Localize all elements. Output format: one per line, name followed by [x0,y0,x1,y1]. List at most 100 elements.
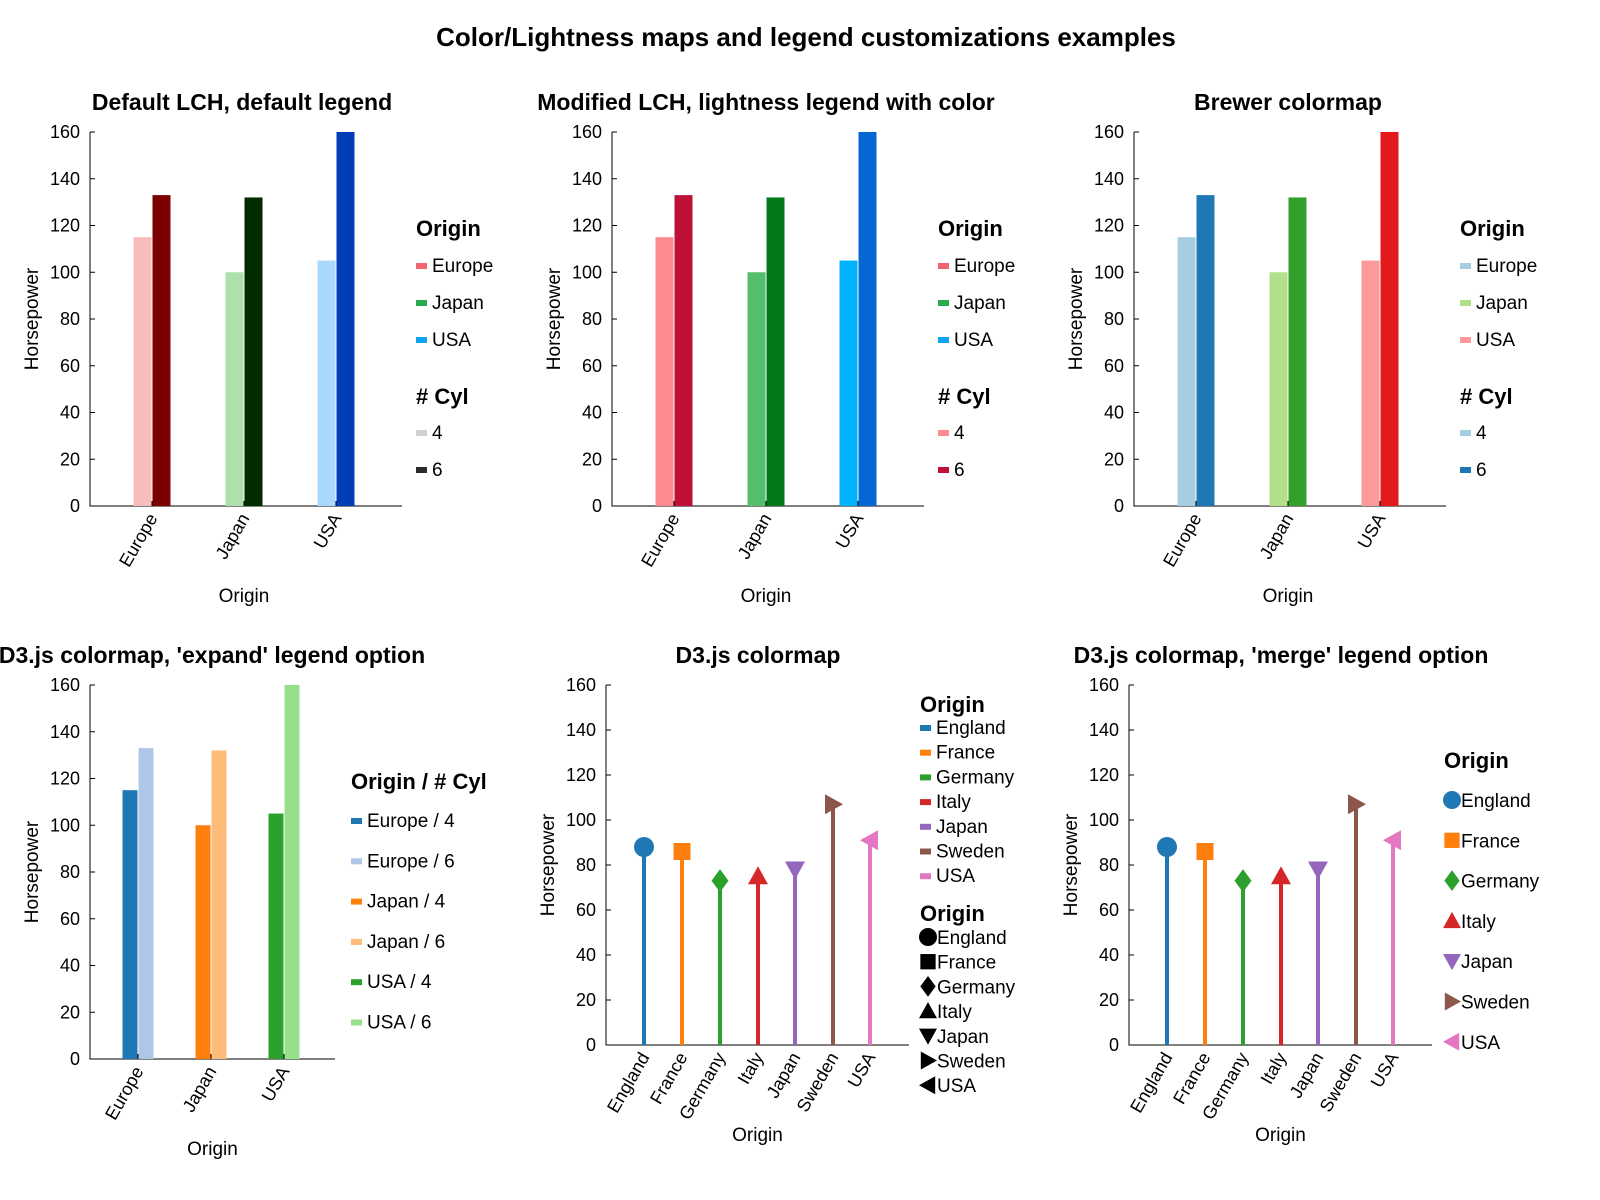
legend-swatch [416,467,427,473]
legend-label: USA / 4 [367,972,432,993]
legend-marker [920,976,936,997]
legend-label: USA / 6 [367,1013,431,1034]
y-axis-label: Horsepower [1061,813,1082,916]
bar-Europe-6 [138,748,154,1059]
legend-label: Japan / 4 [367,892,446,913]
y-tick-label: 120 [1094,216,1124,236]
legend-swatch [920,799,931,806]
legend-swatch [920,823,931,830]
legend-marker [920,1051,937,1070]
legend-swatch [1460,337,1471,343]
legend-label: Japan / 6 [367,932,445,953]
point-Germany [711,869,729,893]
legend-swatch [938,467,949,473]
x-axis-label: Origin [732,1125,783,1146]
legend-marker [1444,992,1461,1011]
point-Japan [1308,861,1328,880]
y-tick-label: 0 [70,496,80,516]
x-tick-label: Japan [212,510,254,562]
bar-USA-4 [268,813,284,1059]
legend-swatch [920,749,931,756]
x-tick-label: England [1126,1049,1176,1116]
y-axis-label: Horsepower [22,267,43,370]
y-tick-label: 120 [566,765,596,785]
legend-label: Sweden [936,842,1005,863]
x-tick-label: Europe [1159,510,1205,570]
legend-swatch [351,938,362,945]
legend-heading: # Cyl [938,384,991,409]
point-England [1157,837,1177,857]
legend-swatch [920,873,931,880]
legend-swatch [351,979,362,986]
y-tick-label: 140 [572,169,602,189]
legend-label: USA [1461,1033,1500,1054]
point-USA [860,830,878,851]
chart-panel-p3: Brewer colormap 0 20 40 60 80 100 120 140 160 Hors… [1066,89,1537,607]
legend-marker [920,954,936,970]
y-tick-label: 60 [1104,356,1124,376]
legend-label: England [937,928,1007,949]
chart-title: D3.js colormap, 'expand' legend option [0,642,425,668]
x-tick-label: Europe [637,510,683,570]
bar-Europe-4 [655,237,674,506]
bar-Japan-4 [195,825,211,1059]
legend-heading: Origin [938,216,1003,241]
y-tick-label: 80 [60,862,80,882]
y-tick-label: 60 [1099,900,1119,920]
legend-label: Japan [954,293,1006,314]
y-tick-label: 40 [60,956,80,976]
legend-label: France [1461,831,1520,852]
x-tick-label: USA [258,1063,294,1105]
y-tick-label: 0 [70,1049,80,1069]
y-tick-label: 140 [566,720,596,740]
x-tick-label: Europe [101,1063,147,1123]
legend-label: Germany [937,977,1016,998]
legend-label: 4 [432,423,443,444]
legend-label: Europe [954,256,1015,277]
y-axis-label: Horsepower [544,267,565,370]
legend-label: Japan [1476,293,1528,314]
y-tick-label: 20 [576,990,596,1010]
legend-heading: # Cyl [1460,384,1513,409]
y-tick-label: 20 [1104,449,1124,469]
x-tick-label: Japan [763,1049,805,1101]
legend-label: Europe / 6 [367,851,455,872]
x-tick-label: Japan [1286,1049,1328,1101]
y-tick-label: 60 [60,356,80,376]
y-tick-label: 20 [582,449,602,469]
y-tick-label: 100 [566,810,596,830]
y-axis-label: Horsepower [1066,267,1087,370]
y-tick-label: 20 [60,1002,80,1022]
legend-heading: Origin [920,901,985,926]
legend-swatch [938,337,949,343]
legend-heading: Origin [1444,748,1509,773]
y-tick-label: 40 [582,403,602,423]
x-axis-label: Origin [741,586,792,607]
y-tick-label: 160 [1094,122,1124,142]
legend-label: Germany [936,767,1015,788]
point-Italy [748,866,768,885]
point-France [673,843,691,860]
bar-USA-4 [839,260,858,506]
legend-heading: Origin [416,216,481,241]
bar-Japan-6 [766,197,785,506]
y-tick-label: 140 [50,722,80,742]
x-axis-label: Origin [1255,1125,1306,1146]
bar-USA-6 [284,685,300,1059]
x-tick-label: Japan [179,1063,221,1115]
y-tick-label: 20 [60,449,80,469]
y-tick-label: 0 [1114,496,1124,516]
x-tick-label: Japan [734,510,776,562]
legend-marker [1444,832,1460,848]
y-tick-label: 100 [50,262,80,282]
bar-USA-6 [858,132,877,506]
y-tick-label: 140 [50,169,80,189]
bar-Europe-6 [152,195,171,507]
legend-label: 6 [1476,460,1487,481]
x-tick-label: Europe [115,510,161,570]
chart-title: D3.js colormap [676,642,841,668]
legend-swatch [351,818,362,824]
legend-label: Italy [937,1002,972,1023]
legend-label: Sweden [1461,993,1530,1014]
x-axis-label: Origin [187,1139,238,1160]
